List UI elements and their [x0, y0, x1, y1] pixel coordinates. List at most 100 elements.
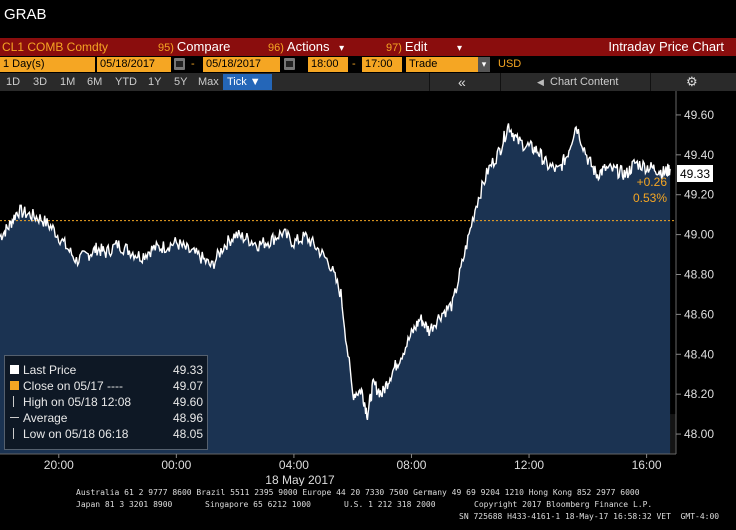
chart-content-button[interactable]: Chart Content: [550, 76, 619, 88]
compare-button[interactable]: 95) Compare: [158, 38, 230, 56]
y-tick-label: 49.00: [684, 228, 714, 242]
y-tick-label: 49.60: [684, 108, 714, 122]
legend-average[interactable]: Average 48.96: [10, 410, 205, 426]
white-square-icon: [10, 365, 19, 374]
end-time-field[interactable]: 17:00: [362, 57, 402, 72]
edit-label: Edit: [404, 39, 428, 54]
last-price-tag: [677, 165, 713, 182]
price-line: [0, 123, 671, 421]
separator: [650, 73, 651, 91]
calendar-icon[interactable]: [174, 58, 185, 70]
legend-value: 48.05: [172, 427, 203, 441]
range-1y[interactable]: 1Y: [148, 76, 162, 88]
average-marker-icon: [10, 413, 19, 422]
change-value: +0.26: [637, 175, 668, 189]
x-axis-ticks: 20:00 00:00 04:00 08:00 12:00 16:00: [44, 454, 662, 472]
intraday-price-chart[interactable]: 48.00 48.20 48.40 48.60 48.80 49.00 49.20 49.40…: [0, 91, 736, 486]
legend-close[interactable]: Close on 05/17 ---- 49.07: [10, 378, 205, 394]
actions-dropdown-icon: ▾: [339, 43, 345, 54]
legend-value: 49.07: [172, 379, 203, 393]
legend-label: Close on 05/17 ----: [23, 379, 124, 393]
y-tick-label: 49.40: [684, 148, 714, 162]
high-marker-icon: [13, 396, 14, 407]
footer-copyright: Copyright 2017 Bloomberg Finance L.P.: [474, 500, 653, 509]
legend-label: Average: [23, 411, 68, 425]
chart-legend[interactable]: Last Price 49.33 Close on 05/17 ---- 49.…: [4, 355, 208, 450]
x-tick-label: 08:00: [396, 458, 426, 472]
y-axis-panel: [676, 91, 736, 454]
footer: Australia 61 2 9777 8600 Brazil 5511 239…: [0, 486, 736, 530]
separator: [429, 73, 430, 91]
chart-title: Intraday Price Chart: [608, 39, 724, 54]
orange-square-icon: [10, 381, 19, 390]
x-tick-label: 20:00: [44, 458, 74, 472]
collapse-icon[interactable]: «: [458, 74, 466, 90]
compare-number: 95): [158, 42, 174, 54]
y-tick-label: 48.80: [684, 267, 714, 281]
x-axis-panel: [0, 454, 736, 486]
legend-label: High on 05/18 12:08: [23, 395, 132, 409]
start-time-field[interactable]: 18:00: [308, 57, 348, 72]
window-title: GRAB: [4, 6, 47, 23]
mode-select[interactable]: Trade: [406, 57, 478, 72]
time-range-dash: -: [352, 58, 356, 70]
range-max[interactable]: Max: [198, 76, 219, 88]
title-bar: GRAB: [0, 0, 736, 38]
x-tick-label: 00:00: [161, 458, 191, 472]
legend-value: 49.33: [172, 363, 203, 377]
range-5y[interactable]: 5Y: [174, 76, 188, 88]
mode-dropdown-icon[interactable]: ▾: [478, 57, 490, 72]
date-bar: 1 Day(s) 05/18/2017 - 05/18/2017 18:00 -…: [0, 56, 736, 73]
edit-number: 97): [386, 42, 402, 54]
legend-last-price[interactable]: Last Price 49.33: [10, 362, 205, 378]
edit-button[interactable]: 97) Edit ▾: [386, 38, 462, 56]
footer-japan: Japan 81 3 3201 8900: [76, 500, 173, 509]
low-marker-icon: [13, 428, 14, 439]
footer-us: U.S. 1 212 318 2000: [344, 500, 436, 509]
range-ytd[interactable]: YTD: [115, 76, 137, 88]
actions-button[interactable]: 96) Actions ▾: [268, 38, 344, 56]
start-date-field[interactable]: 05/18/2017: [97, 57, 171, 72]
footer-serial: SN 725688 H433-4161-1 18-May-17 16:58:32…: [459, 512, 720, 521]
tick-dropdown[interactable]: Tick ▼: [223, 74, 272, 90]
range-6m[interactable]: 6M: [87, 76, 103, 88]
legend-value: 48.96: [172, 411, 203, 425]
chart-content-triangle-icon: ◀: [537, 77, 544, 87]
currency-label[interactable]: USD: [498, 58, 522, 70]
legend-low[interactable]: Low on 05/18 06:18 48.05: [10, 426, 205, 442]
x-tick-label: 04:00: [279, 458, 309, 472]
legend-label: Low on 05/18 06:18: [23, 427, 129, 441]
y-tick-label: 49.20: [684, 188, 714, 202]
y-axis-ticks: 48.00 48.20 48.40 48.60 48.80 49.00 49.20 49.40…: [676, 108, 714, 441]
y-tick-label: 48.40: [684, 347, 714, 361]
actions-label: Actions: [286, 39, 330, 54]
compare-label: Compare: [176, 39, 231, 54]
command-bar: CL1 COMB Comdty 95) Compare 96) Actions ▾ …: [0, 38, 736, 56]
ticker-field[interactable]: CL1 COMB Comdty: [0, 38, 143, 56]
date-range-dash: -: [191, 58, 195, 70]
range-3d[interactable]: 3D: [33, 76, 48, 88]
x-tick-label: 16:00: [632, 458, 662, 472]
gear-icon[interactable]: ⚙: [686, 74, 698, 89]
calendar-icon[interactable]: [284, 58, 295, 70]
y-tick-label: 48.00: [684, 427, 714, 441]
edit-dropdown-icon: ▾: [456, 43, 462, 54]
footer-singapore: Singapore 65 6212 1000: [205, 500, 311, 509]
legend-high[interactable]: High on 05/18 12:08 49.60: [10, 394, 205, 410]
x-axis-title: 18 May 2017: [265, 473, 335, 486]
separator: [500, 73, 501, 91]
range-1d[interactable]: 1D: [6, 76, 21, 88]
x-tick-label: 12:00: [514, 458, 544, 472]
change-percent: 0.53%: [633, 191, 667, 205]
range-bar: 1D 3D 1M 6M YTD 1Y 5Y Max Tick ▼ « ◀ Cha…: [0, 73, 736, 91]
legend-value: 49.60: [172, 395, 203, 409]
range-1m[interactable]: 1M: [60, 76, 76, 88]
actions-number: 96): [268, 42, 284, 54]
y-tick-label: 48.60: [684, 307, 714, 321]
y-tick-label: 48.20: [684, 387, 714, 401]
legend-label: Last Price: [23, 363, 77, 377]
period-field[interactable]: 1 Day(s): [0, 57, 95, 72]
end-date-field[interactable]: 05/18/2017: [203, 57, 280, 72]
last-price-tag-value: 49.33: [680, 167, 710, 181]
footer-contacts-line: Australia 61 2 9777 8600 Brazil 5511 239…: [76, 488, 640, 497]
